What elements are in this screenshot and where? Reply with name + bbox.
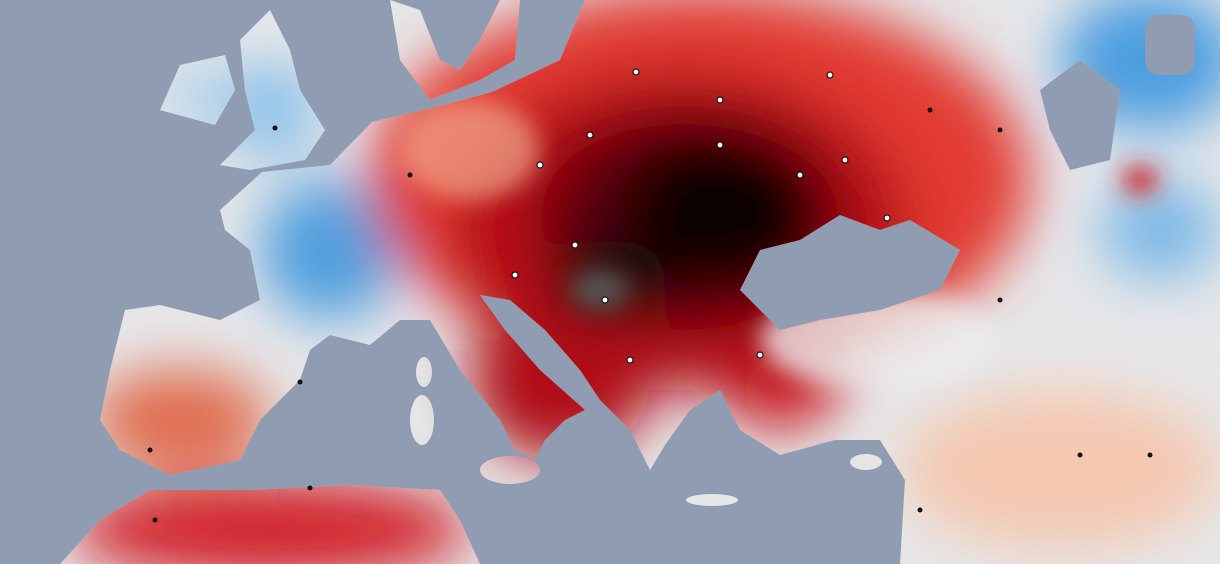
caspian-sea [1145,15,1195,75]
city-markers [147,68,1153,523]
